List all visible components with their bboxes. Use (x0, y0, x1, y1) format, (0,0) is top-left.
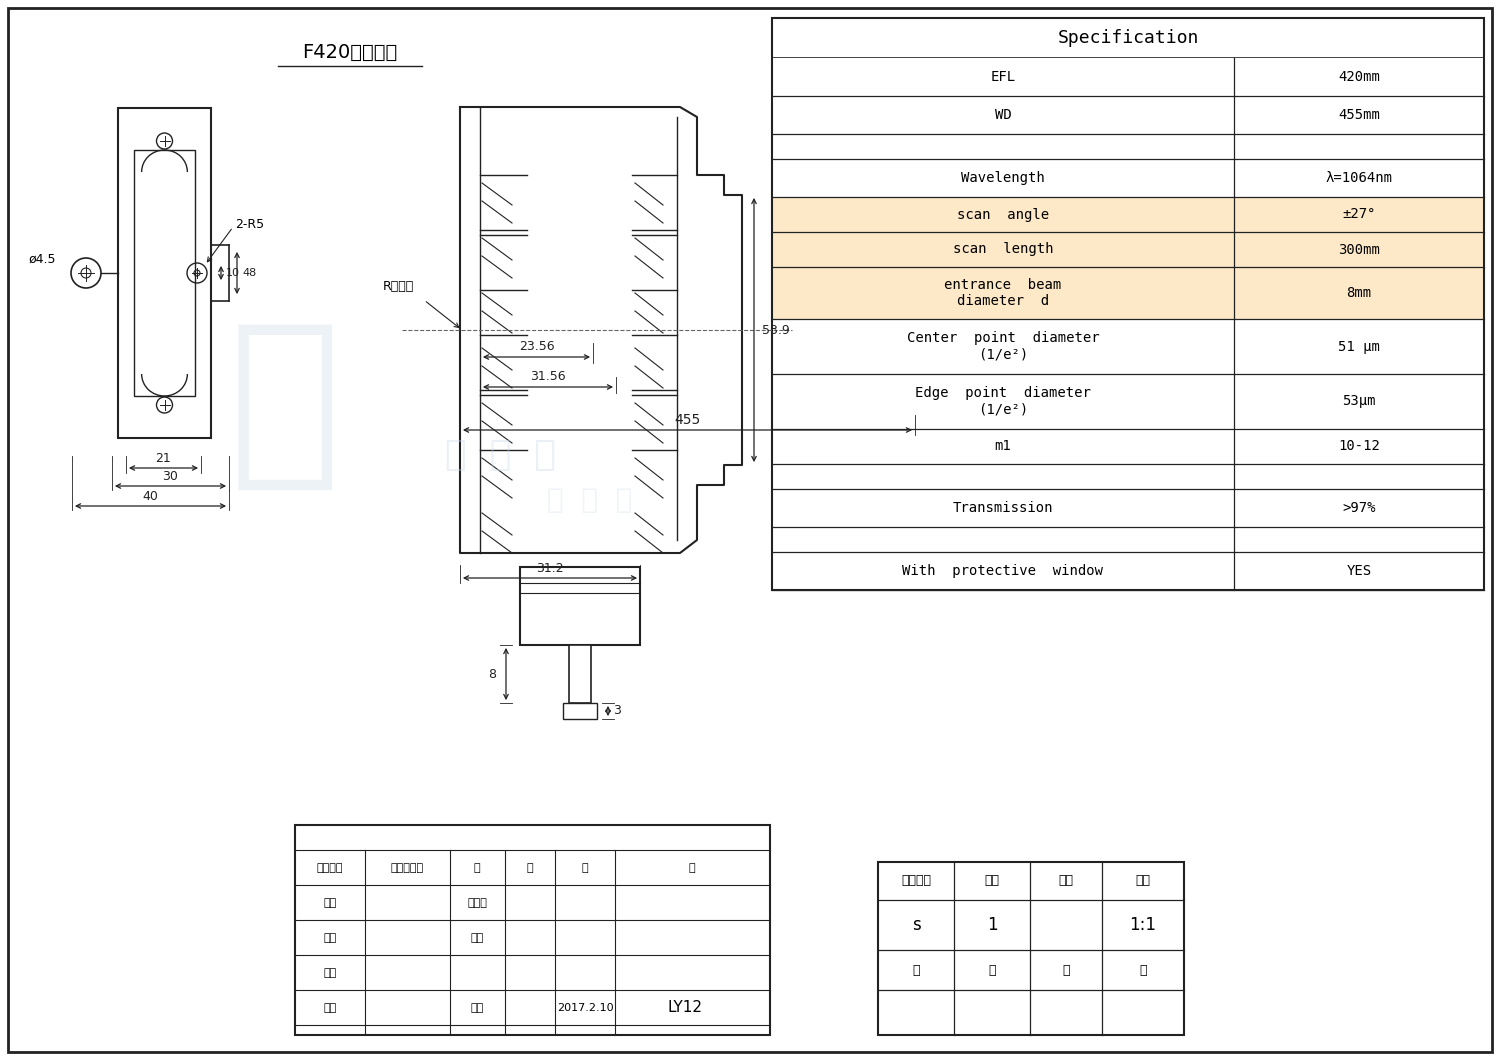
Bar (772, 96, 1484, 134)
Text: 53μm: 53μm (1342, 394, 1376, 408)
Text: 标记处数: 标记处数 (316, 863, 344, 873)
Bar (118, 108, 211, 438)
Bar (134, 151, 195, 396)
Text: 2-R5: 2-R5 (236, 218, 264, 231)
Bar (772, 267, 1484, 319)
Bar (772, 552, 1484, 590)
Bar (772, 374, 1484, 429)
Text: s: s (912, 916, 921, 934)
Text: EFL: EFL (990, 70, 1016, 84)
Bar (562, 703, 597, 719)
Text: Wavelength: Wavelength (962, 171, 1046, 185)
Text: 40: 40 (142, 490, 159, 502)
Text: F420特制石英: F420特制石英 (303, 42, 398, 61)
Bar (520, 567, 640, 644)
Text: >97%: >97% (1342, 501, 1376, 515)
Text: 工艺: 工艺 (324, 1003, 336, 1013)
Text: R反射点: R反射点 (382, 281, 414, 294)
Text: 455mm: 455mm (1338, 108, 1380, 122)
Text: ø4.5: ø4.5 (28, 252, 56, 265)
Text: 300mm: 300mm (1338, 243, 1380, 257)
Text: 比例: 比例 (1136, 874, 1150, 887)
Bar (772, 58, 1484, 96)
Text: 51 μm: 51 μm (1338, 339, 1380, 353)
Bar (772, 18, 1484, 58)
Bar (772, 527, 1484, 552)
Text: 数量: 数量 (984, 874, 999, 887)
Bar (772, 489, 1484, 527)
Text: 1: 1 (987, 916, 998, 934)
Bar (568, 644, 591, 703)
Text: WD: WD (994, 108, 1011, 122)
Bar (772, 232, 1484, 267)
Text: 批准: 批准 (471, 933, 483, 943)
Text: Center  point  diameter
(1/e²): Center point diameter (1/e²) (906, 332, 1100, 361)
Text: 10: 10 (226, 268, 240, 278)
Text: LY12: LY12 (668, 1001, 702, 1015)
Text: 10-12: 10-12 (1338, 440, 1380, 454)
Text: 31.56: 31.56 (530, 371, 566, 384)
Text: Specification: Specification (1058, 29, 1198, 47)
Text: 8: 8 (488, 668, 496, 681)
Text: 签: 签 (474, 863, 480, 873)
Bar (772, 464, 1484, 489)
Text: 期: 期 (688, 863, 696, 873)
Text: Transmission: Transmission (952, 501, 1053, 515)
Text: 2017.2.10: 2017.2.10 (556, 1003, 614, 1013)
Bar (772, 18, 1484, 590)
Text: 31.2: 31.2 (536, 562, 564, 575)
Text: 图样标记: 图样标记 (902, 874, 932, 887)
Text: 3: 3 (614, 705, 621, 718)
Text: m1: m1 (994, 440, 1011, 454)
Text: YES: YES (1347, 564, 1371, 578)
Bar (772, 319, 1484, 374)
Bar (772, 197, 1484, 232)
Text: 审核: 审核 (324, 968, 336, 978)
Text: scan  angle: scan angle (957, 208, 1048, 222)
Text: λ=1064nm: λ=1064nm (1326, 171, 1392, 185)
Text: 53.9: 53.9 (762, 323, 789, 336)
Text: Edge  point  diameter
(1/e²): Edge point diameter (1/e²) (915, 387, 1090, 417)
Text: 23.56: 23.56 (519, 340, 555, 353)
Text: 重量: 重量 (1059, 874, 1074, 887)
Text: 专  注  激: 专 注 激 (444, 438, 555, 472)
Text: scan  length: scan length (952, 243, 1053, 257)
Text: 更改文件号: 更改文件号 (390, 863, 423, 873)
Bar (772, 429, 1484, 464)
Bar (296, 825, 770, 1035)
Text: ±27°: ±27° (1342, 208, 1376, 222)
Text: With  protective  window: With protective window (903, 564, 1104, 578)
Text: 21: 21 (156, 452, 171, 464)
Text: 8mm: 8mm (1347, 286, 1371, 300)
Text: entrance  beam
diameter  d: entrance beam diameter d (945, 278, 1062, 308)
Bar (878, 862, 1184, 1035)
Text: 第: 第 (1062, 964, 1070, 976)
Text: 日期: 日期 (471, 1003, 483, 1013)
Bar (772, 159, 1484, 197)
Text: 标准化: 标准化 (466, 898, 488, 908)
Text: 鹏: 鹏 (228, 315, 340, 495)
Text: 张: 张 (1140, 964, 1146, 976)
Text: 420mm: 420mm (1338, 70, 1380, 84)
Text: 设计: 设计 (324, 898, 336, 908)
Bar (772, 134, 1484, 159)
Text: 字: 字 (526, 863, 534, 873)
Text: 共: 共 (912, 964, 920, 976)
Text: 30: 30 (162, 470, 178, 482)
Text: 日: 日 (582, 863, 588, 873)
Text: 光  配  件: 光 配 件 (548, 485, 633, 514)
Text: 张: 张 (988, 964, 996, 976)
Text: 455: 455 (675, 413, 700, 427)
Text: 1:1: 1:1 (1130, 916, 1156, 934)
Text: 48: 48 (242, 268, 256, 278)
Text: 校对: 校对 (324, 933, 336, 943)
